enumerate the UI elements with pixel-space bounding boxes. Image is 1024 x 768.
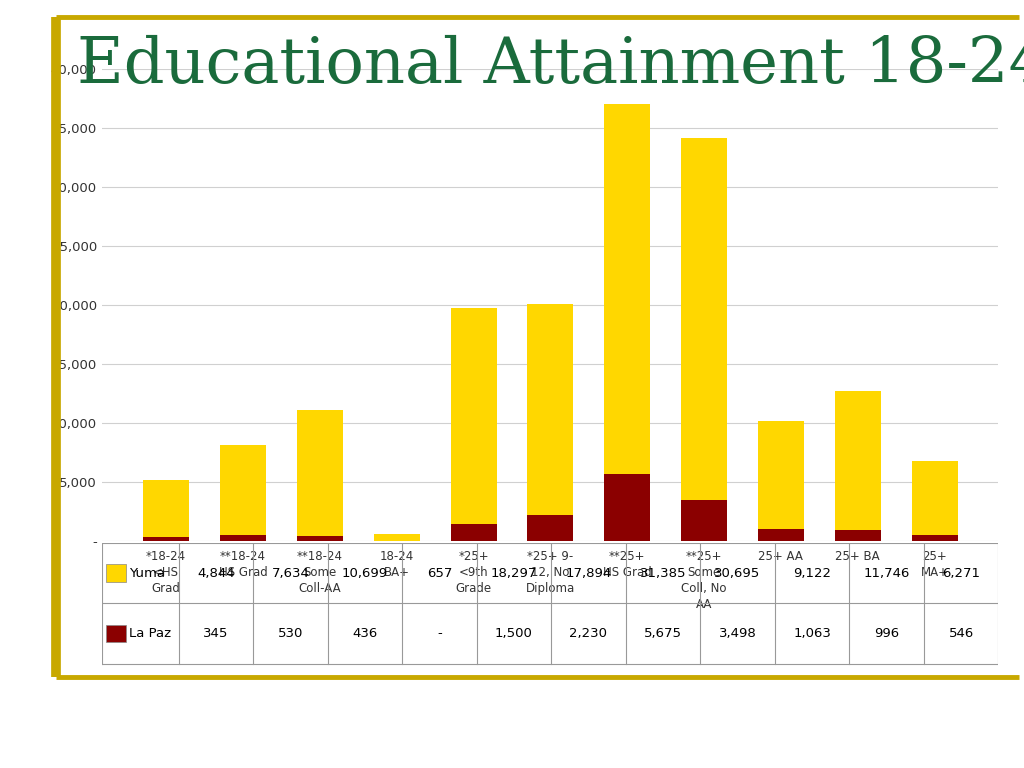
Text: 1,063: 1,063 <box>794 627 831 641</box>
Bar <box>143 480 189 538</box>
Bar <box>143 538 189 541</box>
Text: 17,894: 17,894 <box>565 567 611 580</box>
Text: 530: 530 <box>278 627 303 641</box>
Bar <box>758 529 804 541</box>
Text: Educational Attainment 18-24 & 25+: Educational Attainment 18-24 & 25+ <box>77 35 1024 96</box>
Bar <box>374 534 420 541</box>
Text: 2,230: 2,230 <box>569 627 607 641</box>
Text: 5,675: 5,675 <box>644 627 682 641</box>
Text: 345: 345 <box>203 627 228 641</box>
Text: -: - <box>437 627 441 641</box>
Bar <box>297 410 343 536</box>
Bar <box>835 391 881 530</box>
Text: 3,498: 3,498 <box>719 627 757 641</box>
Text: 546: 546 <box>948 627 974 641</box>
Bar <box>451 524 497 541</box>
Bar <box>106 625 126 642</box>
Bar <box>835 530 881 541</box>
Bar <box>681 137 727 500</box>
Bar <box>527 304 573 515</box>
Text: Yuma: Yuma <box>129 567 165 580</box>
Text: La Paz: La Paz <box>129 627 171 641</box>
Bar <box>911 535 957 541</box>
Text: 18,297: 18,297 <box>490 567 538 580</box>
Bar <box>911 461 957 535</box>
Bar <box>527 515 573 541</box>
Bar <box>106 564 126 582</box>
Bar <box>297 536 343 541</box>
Text: 30,695: 30,695 <box>715 567 761 580</box>
Text: 436: 436 <box>352 627 378 641</box>
Text: 9,122: 9,122 <box>793 567 831 580</box>
Text: 7,634: 7,634 <box>271 567 309 580</box>
Text: 10,699: 10,699 <box>342 567 388 580</box>
Text: 1,500: 1,500 <box>495 627 532 641</box>
Bar <box>604 104 650 475</box>
Text: 31,385: 31,385 <box>640 567 686 580</box>
Text: 6,271: 6,271 <box>942 567 980 580</box>
Text: 11,746: 11,746 <box>863 567 909 580</box>
Text: 996: 996 <box>874 627 899 641</box>
Bar <box>604 475 650 541</box>
Bar <box>758 421 804 529</box>
Text: 657: 657 <box>427 567 453 580</box>
Bar <box>220 535 266 541</box>
Bar <box>451 308 497 524</box>
Text: 4,844: 4,844 <box>197 567 234 580</box>
Bar <box>681 500 727 541</box>
Bar <box>220 445 266 535</box>
